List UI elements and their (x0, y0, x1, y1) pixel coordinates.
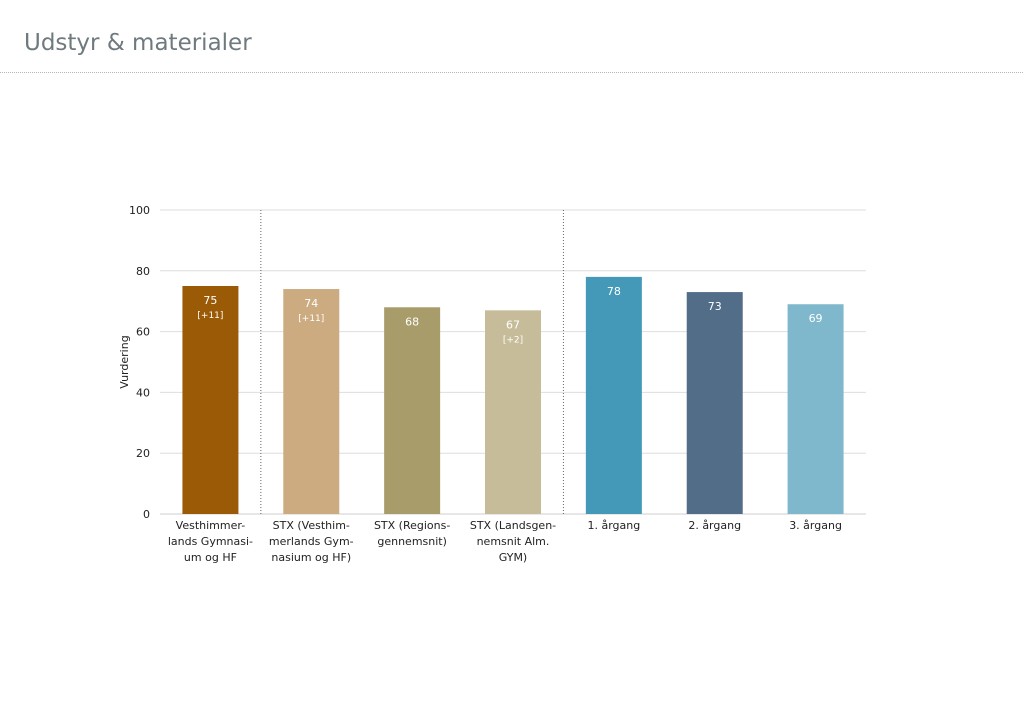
y-tick-label: 0 (143, 508, 150, 521)
x-category-label-line: 3. årgang (789, 519, 842, 532)
bar-value-label: 73 (708, 300, 722, 313)
x-category-label: 1. årgang (587, 519, 640, 532)
bar (283, 289, 340, 514)
x-category-label-line: 1. årgang (587, 519, 640, 532)
bar-delta-label: [+2] (503, 335, 523, 345)
x-category-label-line: Vesthimmer- (176, 519, 246, 532)
bar-value-label: 69 (809, 312, 823, 325)
bars: 75 [+11] 74 [+11] 68 67 [+2] 78 73 69 (182, 276, 844, 514)
bar (686, 292, 743, 514)
title-divider (0, 72, 1023, 73)
bar (182, 286, 239, 514)
category-labels: Vesthimmer-lands Gymnasi-um og HF STX (Ve… (168, 519, 842, 564)
bar-value-label: 74 (304, 297, 318, 310)
page-title: Udstyr & materialer (24, 30, 252, 56)
bar (585, 276, 642, 514)
bar-delta-label: [+11] (197, 311, 223, 321)
x-category-label: 2. årgang (688, 519, 741, 532)
bar-value-label: 75 (203, 294, 217, 307)
x-category-label-line: 2. årgang (688, 519, 741, 532)
x-category-label-line: nemsnit Alm. (477, 535, 550, 548)
x-category-label-line: um og HF (184, 551, 237, 564)
x-category-label-line: STX (Vesthim- (273, 519, 350, 532)
x-category-label: Vesthimmer-lands Gymnasi-um og HF (168, 519, 253, 564)
y-tick-label: 40 (136, 386, 150, 399)
x-category-label-line: lands Gymnasi- (168, 535, 253, 548)
x-category-label-line: STX (Regions- (374, 519, 450, 532)
x-category-label-line: GYM) (499, 551, 527, 564)
x-category-label-line: merlands Gym- (269, 535, 354, 548)
y-tick-label: 80 (136, 265, 150, 278)
x-category-label: 3. årgang (789, 519, 842, 532)
bar-value-label: 67 (506, 318, 520, 331)
y-tick-labels: 0 20 40 60 80 100 (129, 204, 150, 521)
bar (787, 304, 844, 514)
y-tick-label: 60 (136, 326, 150, 339)
x-category-label: STX (Vesthim-merlands Gym-nasium og HF) (269, 519, 354, 564)
bar-delta-label: [+11] (298, 314, 324, 324)
bar (485, 310, 541, 514)
x-category-label-line: STX (Landsgen- (470, 519, 556, 532)
x-category-label: STX (Regions-gennemsnit) (374, 519, 450, 548)
y-tick-label: 100 (129, 204, 150, 217)
x-category-label-line: gennemsnit) (377, 535, 447, 548)
bar-value-label: 68 (405, 315, 419, 328)
y-axis-title: Vurdering (118, 335, 131, 388)
bar (384, 307, 441, 514)
x-category-label-line: nasium og HF) (271, 551, 351, 564)
bar-value-label: 78 (607, 285, 621, 298)
y-tick-label: 20 (136, 447, 150, 460)
x-category-label: STX (Landsgen-nemsnit Alm. GYM) (470, 519, 556, 564)
